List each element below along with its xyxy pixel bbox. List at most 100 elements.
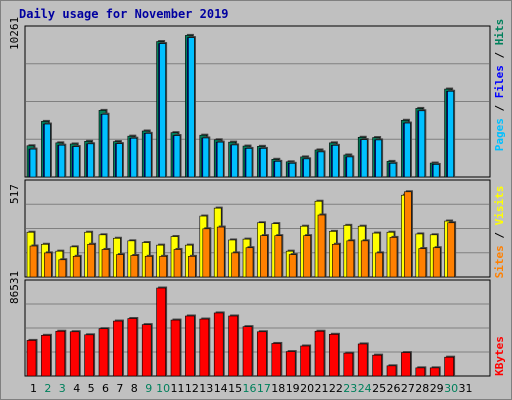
bar-sites-day-22-face [332,243,340,278]
bar-pages-day-24 [360,138,369,178]
bar-sites-day-20 [303,234,313,278]
bar-kbytes-day-19 [285,350,297,377]
bar-sites-day-6 [101,247,111,278]
x-tick-label-day-26: 26 [387,382,401,395]
legend-hits: Hits [493,19,506,46]
bar-sites-day-18 [274,234,284,278]
bar-pages-day-16-face [245,148,253,178]
bar-pages-day-26-face [389,163,397,178]
bar-kbytes-day-5 [84,333,96,377]
bar-pages-day-1-face [29,148,37,178]
bar-sites-day-5-face [87,243,95,278]
bar-pages-day-26 [389,161,398,178]
bar-kbytes-day-24 [357,342,369,377]
bar-kbytes-day-26 [386,364,398,377]
bar-kbytes-day-15-face [228,315,238,377]
bar-sites-day-1 [29,244,39,278]
bar-pages-day-13-face [202,137,210,178]
bar-sites-day-28-face [418,248,427,278]
bar-kbytes-day-22 [329,332,340,377]
bar-pages-day-19-face [288,163,296,178]
x-tick-label-day-3: 3 [59,382,66,395]
bar-sites-day-27 [404,190,413,278]
bar-sites-day-30 [447,221,457,278]
bar-pages-day-27-face [404,122,411,178]
y-axis-max-label: 517 [8,184,21,204]
bar-sites-day-25 [375,251,385,278]
bar-kbytes-day-12-face [185,315,195,377]
bar-kbytes-day-7 [113,319,124,377]
bar-sites-day-26-face [389,237,398,278]
legend-sites: Sites [493,245,506,278]
x-tick-label-day-27: 27 [401,382,415,395]
bar-kbytes-day-7-face [113,320,123,377]
x-tick-label-day-5: 5 [88,382,95,395]
bar-pages-day-5-face [87,143,94,178]
bar-sites-day-5 [87,242,97,278]
x-tick-label-day-10: 10 [156,382,170,395]
bar-kbytes-day-17-face [257,331,267,377]
x-tick-label-day-17: 17 [257,382,271,395]
bar-kbytes-day-14 [213,311,225,377]
bar-sites-day-23-face [346,240,355,278]
bar-kbytes-day-24-face [357,343,368,377]
bar-pages-day-5 [87,142,96,178]
x-tick-label-day-8: 8 [131,382,138,395]
bar-pages-day-8-face [130,137,138,178]
bar-sites-day-15 [231,251,241,278]
bar-kbytes-day-25 [372,353,384,377]
bar-kbytes-day-16-face [242,326,253,377]
bar-pages-day-18 [274,159,283,178]
bar-pages-day-4 [72,145,81,178]
bar-pages-day-20 [303,157,312,178]
x-tick-label-day-12: 12 [185,382,199,395]
bar-sites-day-7-face [116,254,124,278]
x-tick-label-day-18: 18 [271,382,285,395]
x-tick-label-day-21: 21 [315,382,329,395]
bar-kbytes-day-20-face [300,345,310,377]
x-tick-label-day-4: 4 [73,382,80,395]
bar-pages-day-2-face [44,123,51,178]
bar-pages-day-15-face [231,144,238,178]
x-tick-label-day-30: 30 [444,382,458,395]
legend-separator: / [493,225,506,245]
bar-kbytes-day-2-face [41,335,51,377]
bar-pages-day-21 [317,150,326,178]
bar-sites-day-12-face [188,256,196,278]
bar-pages-day-16 [245,146,254,178]
bar-kbytes-day-30-face [444,356,454,377]
bar-kbytes-day-5-face [84,334,94,377]
bar-pages-day-3 [58,143,67,178]
x-tick-label-day-2: 2 [44,382,51,395]
bar-kbytes-day-4-face [69,331,80,377]
bar-sites-day-10-face [159,256,167,278]
y-axis-max-label: 86531 [8,271,21,304]
bar-pages-day-19 [288,161,297,178]
legend-kbytes: KBytes [493,336,506,376]
bar-kbytes-day-28 [415,366,427,377]
legend-kbytes: KBytes [493,336,506,376]
bar-kbytes-day-9 [141,323,153,377]
bar-kbytes-day-18-face [271,343,282,377]
bar-kbytes-day-4 [69,330,81,377]
bar-pages-day-18-face [274,161,282,178]
bar-pages-day-22-face [332,145,339,178]
bar-sites-day-4 [72,254,82,278]
bar-pages-day-20-face [303,158,310,178]
bar-pages-day-11-face [173,135,181,178]
bar-pages-day-29 [432,162,441,178]
bar-pages-day-30-face [447,90,454,178]
x-tick-label-day-19: 19 [286,382,300,395]
bar-pages-day-6-face [101,113,109,178]
bar-pages-day-28-face [418,110,426,178]
bar-sites-day-21-face [317,214,326,278]
bar-sites-day-15-face [231,252,239,278]
bar-sites-day-10 [159,254,169,278]
x-tick-label-day-9: 9 [145,382,152,395]
bar-pages-day-6 [101,112,110,178]
bar-kbytes-day-19-face [285,351,296,377]
legend-separator: / [493,45,506,65]
bar-pages-day-22 [332,143,340,178]
bar-kbytes-day-17 [257,330,268,377]
bar-sites-day-11 [173,247,183,278]
